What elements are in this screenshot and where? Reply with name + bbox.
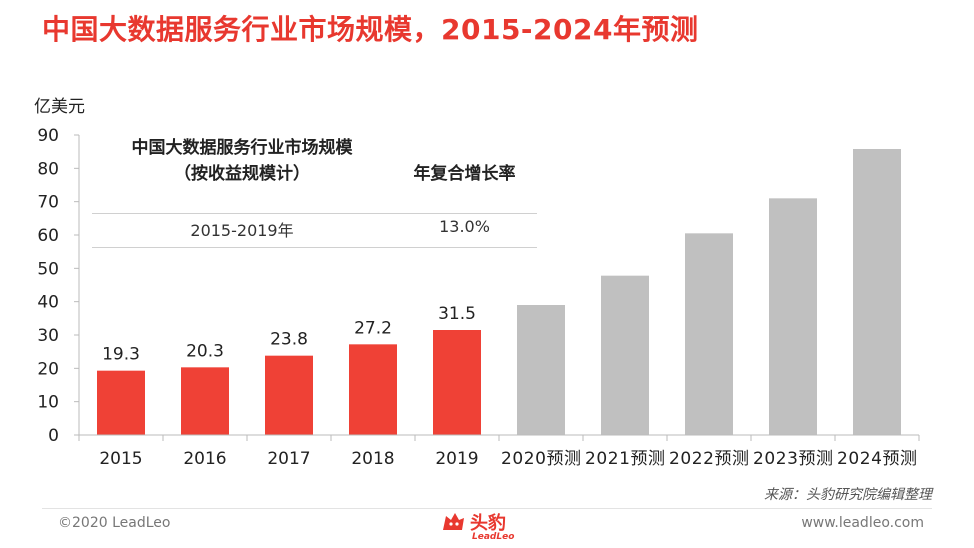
cagr-table: 中国大数据服务行业市场规模 （按收益规模计） 年复合增长率 2015-2019年… — [92, 135, 537, 250]
y-tick-label: 60 — [37, 226, 59, 246]
cagr-header-left-line2: （按收益规模计） — [174, 164, 310, 184]
x-tick-label: 2017 — [267, 449, 310, 469]
bar-2018 — [349, 344, 397, 435]
source-note: 来源：头豹研究院编辑整理 — [764, 487, 932, 503]
cagr-header-right: 年复合增长率 — [413, 164, 516, 184]
cagr-rate: 13.0% — [439, 217, 490, 236]
y-tick-label: 30 — [37, 326, 59, 346]
value-labels: 19.3 20.3 23.8 27.2 31.5 — [102, 304, 476, 365]
cagr-period: 2015-2019年 — [190, 221, 294, 240]
leopard-head-icon — [443, 513, 464, 530]
value-label: 23.8 — [270, 330, 308, 350]
bar-2022预测 — [685, 233, 733, 435]
chart-title: 中国大数据服务行业市场规模，2015-2024年预测 — [42, 13, 699, 46]
bar-2024预测 — [853, 149, 901, 435]
cagr-header-left: 中国大数据服务行业市场规模 （按收益规模计） — [92, 135, 392, 187]
bar-2023预测 — [769, 198, 817, 435]
cagr-header-left-line1: 中国大数据服务行业市场规模 — [131, 138, 353, 158]
footer-divider — [42, 508, 932, 509]
logo-name: 头豹 — [470, 513, 506, 534]
y-tick-label: 90 — [37, 126, 59, 146]
bar-2016 — [181, 367, 229, 435]
value-label: 31.5 — [438, 304, 476, 324]
y-tick-label: 0 — [48, 426, 59, 446]
bars — [97, 149, 901, 435]
x-axis: 2015 2016 2017 2018 2019 2020预测 2021预测 2022预测 20… — [78, 434, 920, 469]
x-tick-label: 2020预测 — [501, 449, 581, 469]
y-tick-label: 40 — [37, 293, 59, 313]
x-tick-label: 2019 — [435, 449, 478, 469]
value-label: 27.2 — [354, 318, 392, 338]
value-label: 19.3 — [102, 345, 140, 365]
cagr-table-divider — [92, 213, 537, 214]
y-tick-label: 50 — [37, 259, 59, 279]
bar-2020预测 — [517, 305, 565, 435]
value-label: 20.3 — [186, 341, 224, 361]
bar-2015 — [97, 370, 145, 435]
y-tick-label: 80 — [37, 159, 59, 179]
x-tick-label: 2018 — [351, 449, 394, 469]
bar-2017 — [265, 355, 313, 435]
cagr-table-bottom-line — [92, 247, 537, 248]
x-tick-label: 2021预测 — [585, 449, 665, 469]
y-tick-label: 20 — [37, 359, 59, 379]
x-tick-label: 2022预测 — [669, 449, 749, 469]
x-tick-label: 2024预测 — [837, 449, 917, 469]
x-tick-label: 2015 — [99, 449, 142, 469]
website-link[interactable]: www.leadleo.com — [801, 515, 924, 531]
y-tick-label: 10 — [37, 393, 59, 413]
x-tick-label: 2016 — [183, 449, 226, 469]
logo-sub: LeadLeo — [472, 532, 515, 542]
y-axis-unit-label: 亿美元 — [34, 97, 85, 117]
leadleo-logo: 头豹 LeadLeo — [440, 506, 540, 546]
copyright: ©2020 LeadLeo — [58, 515, 171, 531]
y-axis: 0 10 20 30 40 50 60 70 80 90 — [37, 126, 80, 446]
bar-2021预测 — [601, 275, 649, 435]
y-tick-label: 70 — [37, 193, 59, 213]
bar-2019 — [433, 330, 481, 435]
x-tick-label: 2023预测 — [753, 449, 833, 469]
